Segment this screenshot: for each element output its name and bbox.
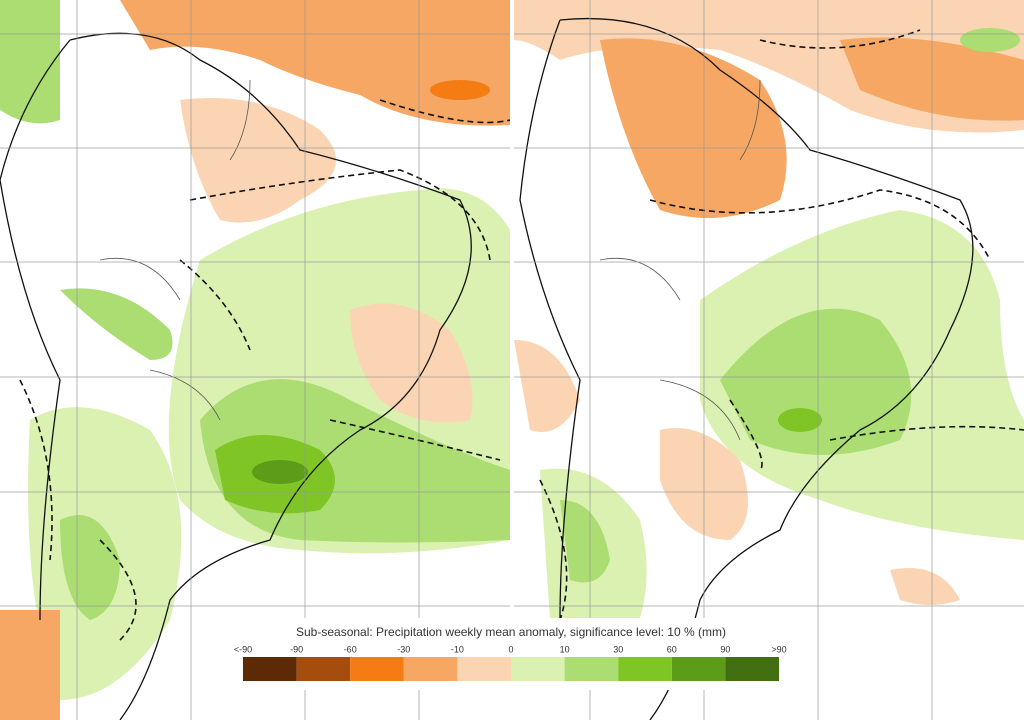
legend-label: -90 (290, 644, 303, 654)
legend: Sub-seasonal: Precipitation weekly mean … (232, 618, 792, 690)
legend-label: >90 (771, 644, 786, 654)
legend-label: 30 (613, 644, 623, 654)
legend-label: 0 (508, 644, 513, 654)
panel-divider (510, 0, 514, 720)
legend-swatch (403, 657, 458, 681)
legend-label: -60 (344, 644, 357, 654)
legend-swatch (564, 657, 619, 681)
legend-swatch (725, 657, 779, 681)
legend-label: <-90 (234, 644, 252, 654)
legend-swatch (350, 657, 404, 681)
map-panel-week2 (514, 0, 1024, 720)
legend-swatch (618, 657, 672, 681)
legend-swatch (511, 657, 565, 681)
legend-label: 60 (667, 644, 677, 654)
map-panel-week1 (0, 0, 510, 720)
legend-label: -10 (451, 644, 464, 654)
legend-label: 10 (560, 644, 570, 654)
legend-label: 90 (720, 644, 730, 654)
legend-swatch (671, 657, 726, 681)
legend-label: -30 (397, 644, 410, 654)
legend-swatch (243, 657, 297, 681)
legend-title: Sub-seasonal: Precipitation weekly mean … (296, 625, 726, 639)
legend-swatch (457, 657, 511, 681)
legend-swatch (296, 657, 351, 681)
